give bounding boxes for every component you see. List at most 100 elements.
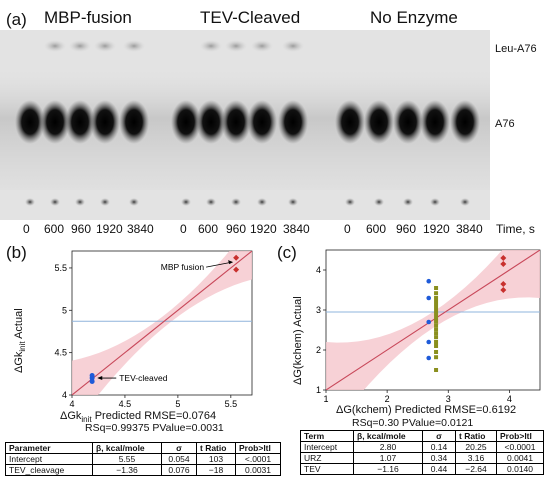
well-spot <box>50 198 60 206</box>
a76-band <box>364 100 394 144</box>
a76-band <box>450 100 480 144</box>
group-label-mbp: MBP-fusion <box>44 8 132 27</box>
table-header: σ <box>422 430 456 442</box>
table-cell: −1.36 <box>92 464 162 476</box>
table-row: Intercept 2.80 0.14 20.25 <0.0001 <box>300 441 544 453</box>
table-header: Prob>ltl <box>496 430 544 442</box>
leu-band <box>225 40 247 52</box>
y-tick-label: 1 <box>316 385 321 395</box>
leu-band <box>200 40 222 52</box>
y-tick-label: 4 <box>62 390 67 400</box>
point-olive <box>434 316 439 320</box>
table-cell: 0.076 <box>161 464 197 476</box>
a76-band <box>171 100 201 144</box>
time-unit-label: Time, s <box>496 222 535 236</box>
point-blue <box>426 339 432 345</box>
well-spot <box>460 198 470 206</box>
x-tick-label: 4 <box>69 399 74 409</box>
group-label-tev: TEV-Cleaved <box>200 8 301 27</box>
table-cell: Intercept <box>5 453 93 465</box>
point-mbp <box>233 266 240 273</box>
table-cell: <.0001 <box>235 453 281 465</box>
lane-label: 960 <box>71 222 92 236</box>
table-cell: 0.0041 <box>496 452 544 464</box>
table-cell: 5.55 <box>92 453 162 465</box>
table-header: Parameter <box>5 442 93 454</box>
x-tick-label: 4 <box>507 394 512 404</box>
point-olive <box>434 286 439 290</box>
point-olive <box>434 300 439 304</box>
panel-c-table: Term β, kcal/mole σ t Ratio Prob>ltl Int… <box>300 430 544 475</box>
panel-c-chart: 1 2 3 4 1 2 3 4 <box>316 249 541 404</box>
fit-line <box>326 250 540 390</box>
lane-label: 1920 <box>423 222 450 236</box>
point-olive <box>434 331 439 336</box>
table-row: Intercept 5.55 0.054 103 <.0001 <box>5 453 281 465</box>
well-spot <box>100 198 110 206</box>
x-tick-label: 5.5 <box>225 399 238 409</box>
panel-b-xlabel: ΔGkinit Predicted RMSE=0.0764 <box>60 410 217 425</box>
point-olive <box>434 335 439 340</box>
arrowhead-mbp <box>228 260 234 265</box>
table-cell: 1.07 <box>353 452 423 464</box>
panel-c-letter: (c) <box>277 243 297 262</box>
well-spot <box>430 198 440 206</box>
panel-b-letter: (b) <box>6 243 27 262</box>
table-cell: 0.34 <box>422 452 456 464</box>
table-cell: 0.0031 <box>235 464 281 476</box>
point-olive <box>434 308 439 312</box>
point-olive <box>434 368 439 372</box>
fit-line <box>72 251 252 395</box>
leu-band <box>94 40 116 52</box>
lane-label: 0 <box>344 222 351 236</box>
lane-label: 3840 <box>456 222 483 236</box>
panel-b-ylabel: ΔGkinit Actual <box>13 308 28 373</box>
lane-labels-row: 0 600 960 1920 3840 0 600 960 1920 3840 … <box>0 222 550 238</box>
panel-a-letter: (a) <box>6 10 27 29</box>
a76-band <box>393 100 423 144</box>
a76-band <box>247 100 277 144</box>
well-spot <box>206 198 216 206</box>
table-cell: −2.64 <box>455 463 497 475</box>
x-tick-label: 5 <box>175 399 180 409</box>
well-spot <box>129 198 139 206</box>
a76-band <box>90 100 120 144</box>
table-cell: 0.0140 <box>496 463 544 475</box>
lane-label: 600 <box>44 222 65 236</box>
panel-c-ylabel-wrap: ΔG(kchem) Actual <box>292 255 306 395</box>
table-header: t Ratio <box>196 442 236 454</box>
lane-label: 0 <box>23 222 30 236</box>
annotation-tev-cleaved: TEV-cleaved <box>119 373 167 383</box>
point-olive <box>434 312 439 316</box>
table-row: TEV_cleavage −1.36 0.076 −18 0.0031 <box>5 464 281 476</box>
x-tick-label: 4.5 <box>119 399 132 409</box>
lane-label: 3840 <box>283 222 310 236</box>
table-header: σ <box>161 442 197 454</box>
panel-b-chart: 4 4.5 5 5.5 4 4.5 5 5.5 MBP fusion TEV-cleaved <box>54 250 253 409</box>
point-red <box>500 281 507 287</box>
x-tick-label: 3 <box>446 394 451 404</box>
well-spot <box>403 198 413 206</box>
table-cell: TEV_cleavage <box>5 464 93 476</box>
point-olive <box>434 350 439 354</box>
y-tick-label: 4 <box>316 265 321 275</box>
table-cell: URZ <box>300 452 354 464</box>
group-label-no-enzyme: No Enzyme <box>370 8 458 27</box>
a76-band <box>278 100 308 144</box>
point-red <box>500 261 507 267</box>
lane-label: 960 <box>226 222 247 236</box>
lane-label: 600 <box>198 222 219 236</box>
leu-band <box>44 40 66 52</box>
table-header: t Ratio <box>455 430 497 442</box>
a76-band <box>65 100 95 144</box>
panel-c-stats: RSq=0.30 PValue=0.0121 <box>352 417 474 429</box>
lane-label: 960 <box>396 222 417 236</box>
leu-band <box>251 40 273 52</box>
y-tick-label: 3 <box>316 305 321 315</box>
table-cell: 20.25 <box>455 441 497 453</box>
table-header: β, kcal/mole <box>353 430 423 442</box>
table-cell: 103 <box>196 453 236 465</box>
y-tick-label: 5.5 <box>54 263 67 273</box>
a76-band <box>15 100 45 144</box>
y-tick-label: 2 <box>316 345 321 355</box>
